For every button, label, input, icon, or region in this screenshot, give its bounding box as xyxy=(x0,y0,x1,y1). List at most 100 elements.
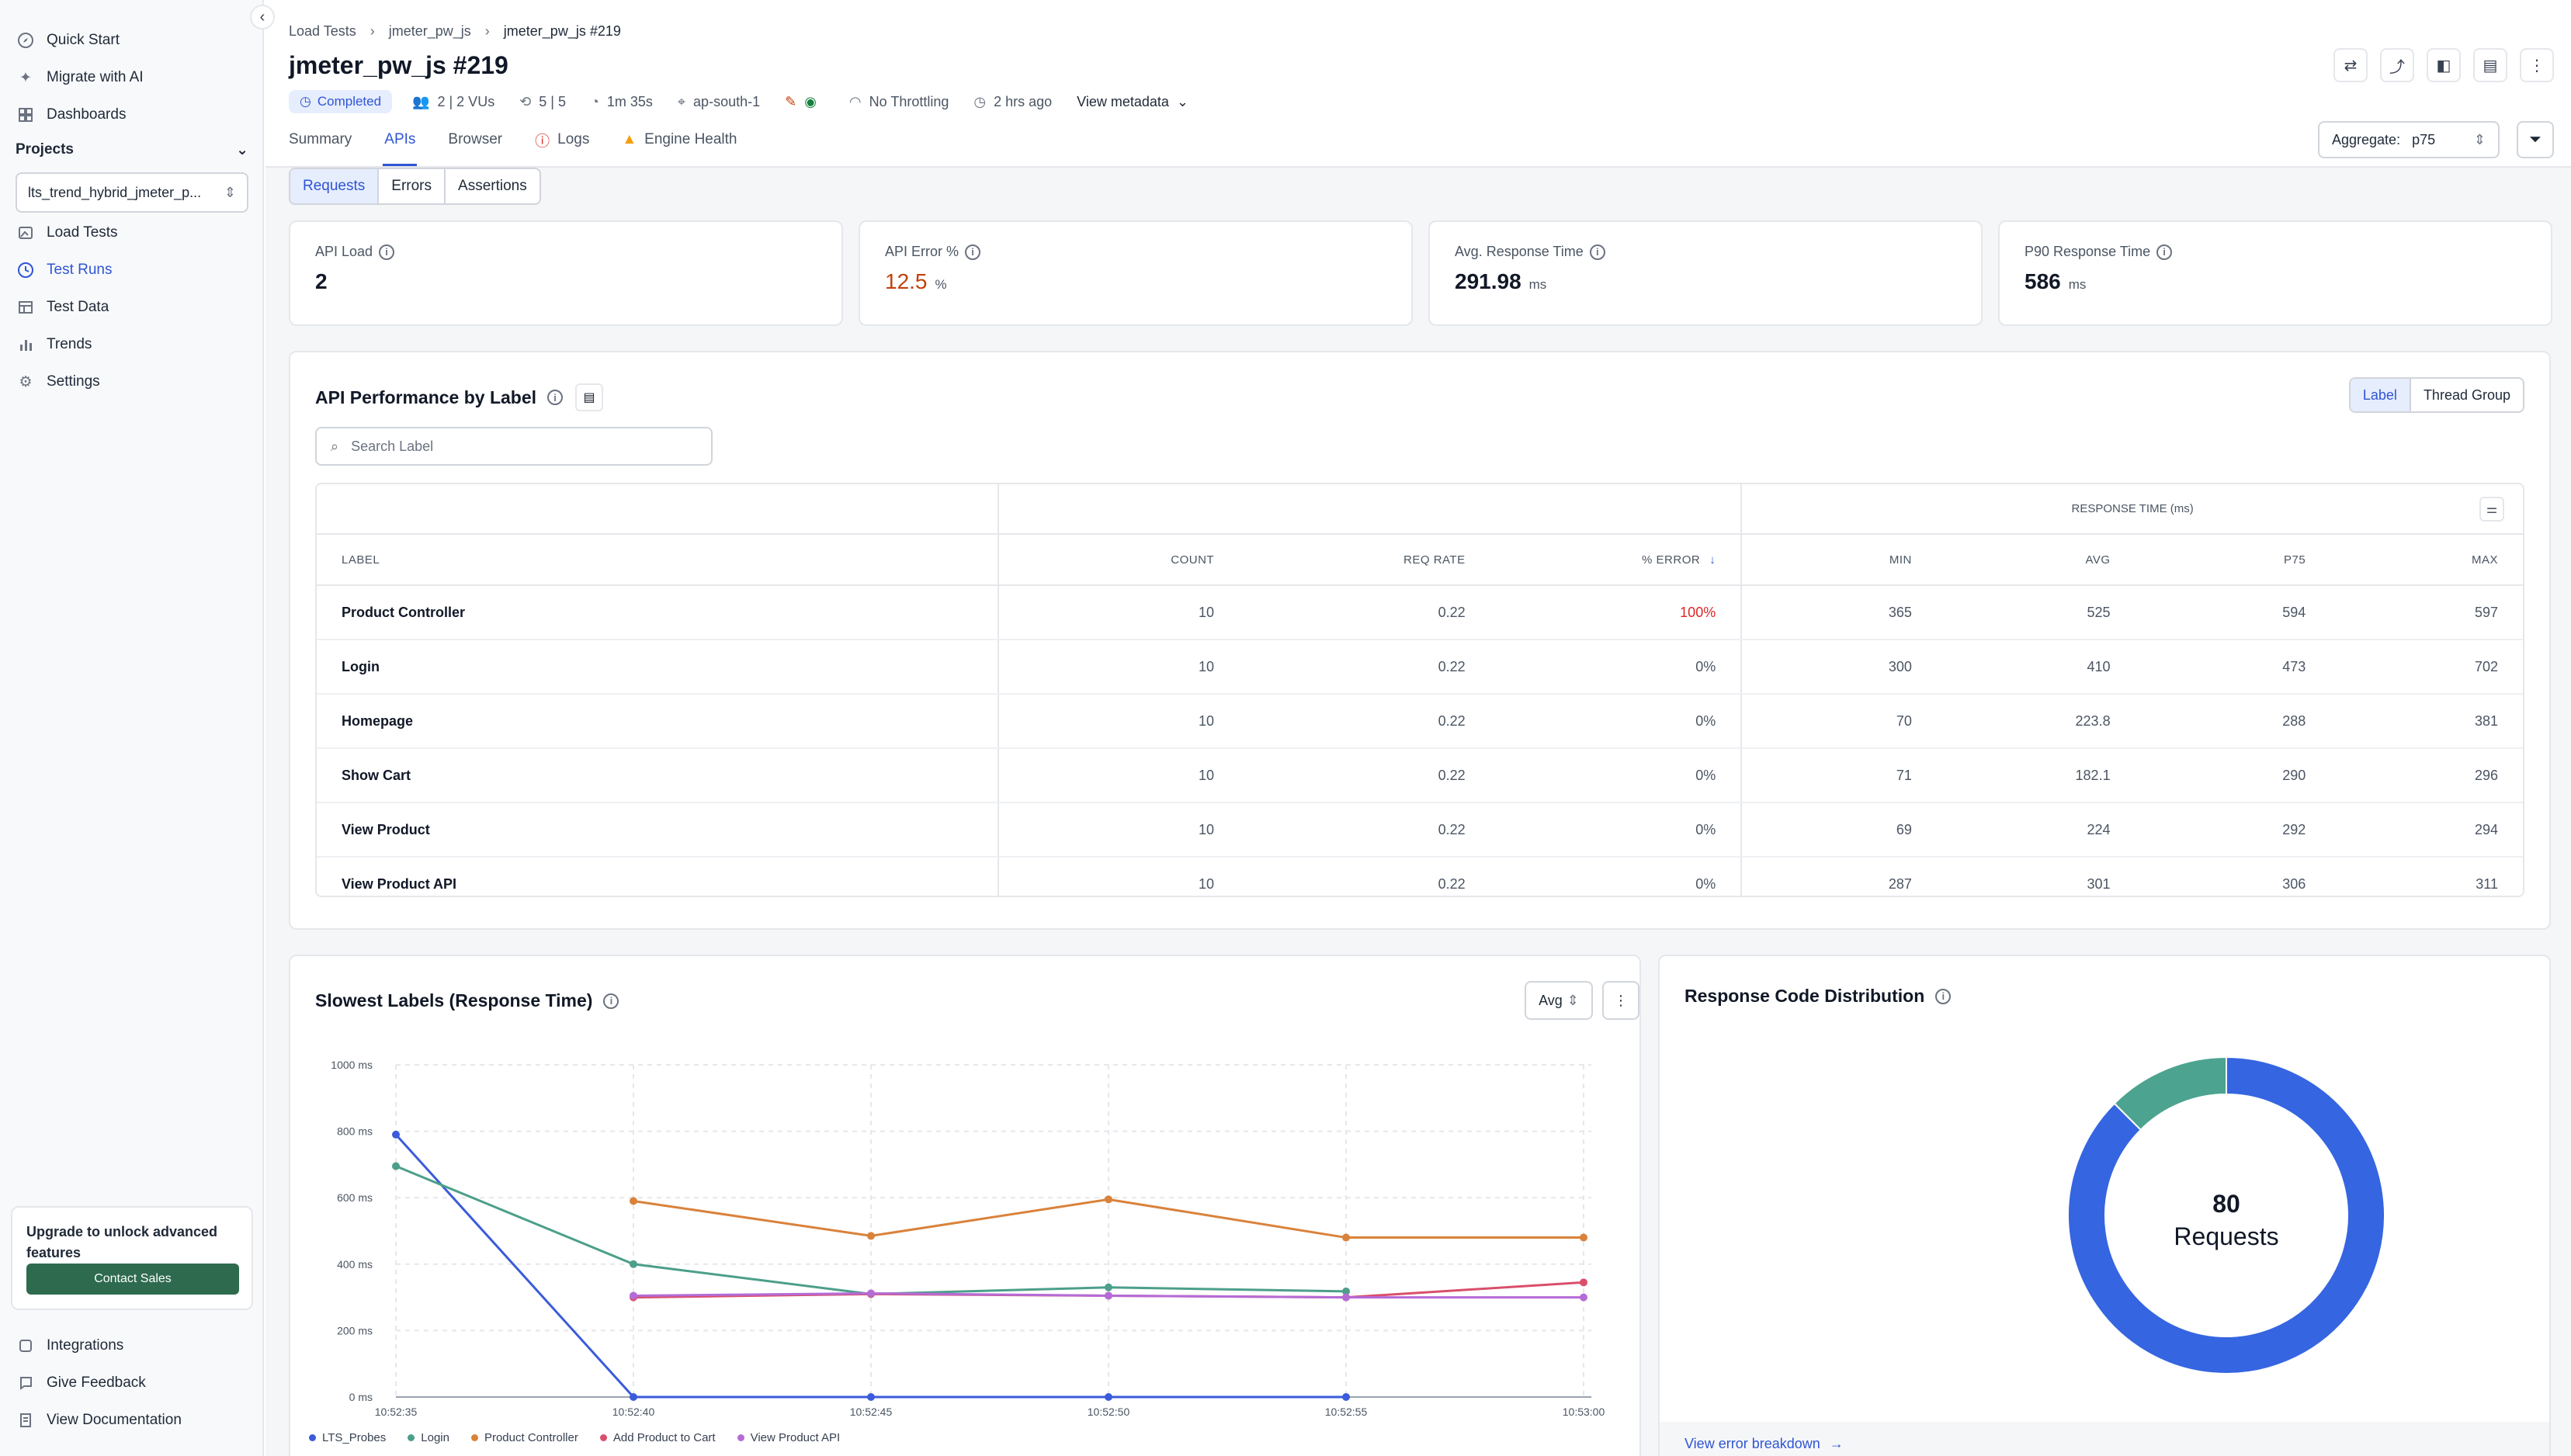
legend-item[interactable]: Add Product to Cart xyxy=(599,1431,716,1444)
sidebar-item-load-tests[interactable]: Load Tests xyxy=(16,217,253,248)
sidebar-item-feedback[interactable]: Give Feedback xyxy=(16,1368,253,1399)
column-header-avg[interactable]: AVG xyxy=(1936,534,2136,586)
kpi-label: P90 Response Time xyxy=(2025,244,2151,259)
contact-sales-button[interactable]: Contact Sales xyxy=(26,1264,239,1295)
more-button[interactable]: ⋮ xyxy=(2520,48,2554,82)
aggregate-select[interactable]: Aggregate: p75 ⇕ xyxy=(2318,121,2500,158)
collapse-sidebar-button[interactable]: ‹ xyxy=(250,5,275,29)
view-error-breakdown-link[interactable]: View error breakdown → xyxy=(1685,1436,1844,1452)
grid-icon xyxy=(16,105,36,125)
tab-summary[interactable]: Summary xyxy=(289,124,352,155)
column-settings-icon[interactable]: ⚌ xyxy=(2479,497,2504,522)
table-row[interactable]: View Product API 10 0.22 0% 287 301 306 … xyxy=(317,857,2523,896)
integration-icon xyxy=(16,1336,36,1356)
toggle-thread-group[interactable]: Thread Group xyxy=(2423,387,2510,403)
legend-item[interactable]: LTS_Probes xyxy=(309,1431,386,1444)
cell-p75: 473 xyxy=(2135,640,2331,695)
slowest-more-button[interactable]: ⋮ xyxy=(1602,981,1639,1020)
chevron-updown-icon: ⇕ xyxy=(224,184,236,200)
subtab-errors[interactable]: Errors xyxy=(379,169,446,203)
column-header-error[interactable]: % ERROR ↓ xyxy=(1490,534,1743,586)
filter-button[interactable]: ⏷ xyxy=(2517,121,2554,158)
comment-button[interactable]: ▤ xyxy=(575,383,604,411)
cell-req-rate: 0.22 xyxy=(1239,748,1490,803)
info-icon[interactable]: i xyxy=(1935,988,1952,1004)
share-button[interactable]: ⤴ xyxy=(2380,48,2414,82)
toggle-label[interactable]: Label xyxy=(2350,379,2411,411)
x-tick-label: 10:52:55 xyxy=(1325,1406,1368,1418)
cell-error: 100% xyxy=(1490,585,1743,640)
alert-circle-icon: ⓘ xyxy=(535,133,550,150)
sidebar-item-docs[interactable]: View Documentation xyxy=(16,1405,253,1436)
legend-item[interactable]: Login xyxy=(408,1431,449,1444)
legend-item[interactable]: Product Controller xyxy=(470,1431,578,1444)
legend-label: Product Controller xyxy=(484,1431,578,1444)
region-meta: ⌖ ap-south-1 xyxy=(678,94,760,110)
table-row[interactable]: Login 10 0.22 0% 300 410 473 702 xyxy=(317,640,2523,695)
sidebar-item-settings[interactable]: ⚙ Settings xyxy=(16,366,253,397)
sidebar-item-integrations[interactable]: Integrations xyxy=(16,1330,253,1361)
tab-label: Engine Health xyxy=(644,131,737,147)
table-row[interactable]: Product Controller 10 0.22 100% 365 525 … xyxy=(317,585,2523,640)
table-row[interactable]: Homepage 10 0.22 0% 70 223.8 288 381 xyxy=(317,694,2523,749)
column-header-req-rate[interactable]: REQ RATE xyxy=(1239,534,1490,586)
chevron-right-icon: › xyxy=(370,23,375,39)
info-icon[interactable]: i xyxy=(603,993,619,1009)
legend-item[interactable]: View Product API xyxy=(737,1431,841,1444)
sidebar-item-dashboards[interactable]: Dashboards xyxy=(16,99,253,130)
rerun-button[interactable]: ⇄ xyxy=(2333,48,2368,82)
cell-min: 69 xyxy=(1741,803,1937,858)
column-header-label[interactable]: LABEL xyxy=(317,534,1000,586)
data-point xyxy=(392,1130,400,1139)
info-icon[interactable]: i xyxy=(1589,244,1605,260)
breadcrumb-load-tests[interactable]: Load Tests xyxy=(289,23,356,39)
column-header-max[interactable]: MAX xyxy=(2330,534,2523,586)
sidebar-item-migrate[interactable]: ✦ Migrate with AI xyxy=(16,62,253,93)
table-row[interactable]: Show Cart 10 0.22 0% 71 182.1 290 296 xyxy=(317,748,2523,803)
tab-apis[interactable]: APIs xyxy=(383,124,418,166)
tab-engine-health[interactable]: ▲ Engine Health xyxy=(622,124,737,155)
aggregate-value: p75 xyxy=(2412,131,2436,147)
cell-label: Homepage xyxy=(317,694,1000,749)
view-metadata-button[interactable]: View metadata ⌄ xyxy=(1077,94,1188,110)
info-icon[interactable]: i xyxy=(547,390,564,405)
subtab-assertions[interactable]: Assertions xyxy=(458,178,527,194)
info-icon[interactable]: i xyxy=(379,244,395,260)
tab-label: Browser xyxy=(448,131,503,147)
time-ago-text: 2 hrs ago xyxy=(994,93,1053,109)
aggregate-label: Aggregate: xyxy=(2332,131,2401,147)
tab-browser[interactable]: Browser xyxy=(448,124,502,155)
data-point xyxy=(1105,1291,1112,1300)
data-point xyxy=(1105,1195,1112,1204)
sidebar-item-quick-start[interactable]: Quick Start xyxy=(16,25,253,56)
x-tick-label: 10:52:40 xyxy=(612,1406,655,1418)
kpi-api-error: API Error % i 12.5% xyxy=(859,220,1413,326)
search-input[interactable]: ⌕ Search Label xyxy=(315,427,713,466)
throttling-text: No Throttling xyxy=(869,93,949,109)
data-point xyxy=(1342,1393,1350,1401)
cell-min: 71 xyxy=(1741,748,1937,803)
chevron-left-icon: ‹ xyxy=(259,8,265,26)
data-point xyxy=(1342,1293,1350,1302)
sidebar-item-trends[interactable]: Trends xyxy=(16,329,253,360)
duration-meta: ◔ 1m 35s xyxy=(591,94,653,110)
column-header-min[interactable]: MIN xyxy=(1741,534,1937,586)
column-header-p75[interactable]: P75 xyxy=(2135,534,2331,586)
sidebar-item-test-runs[interactable]: Test Runs xyxy=(16,255,253,286)
breadcrumb-test[interactable]: jmeter_pw_js xyxy=(388,23,471,39)
compare-button[interactable]: ◧ xyxy=(2427,48,2461,82)
project-select[interactable]: lts_trend_hybrid_jmeter_p... ⇕ xyxy=(16,172,248,213)
cell-max: 294 xyxy=(2330,803,2523,858)
table-row[interactable]: View Product 10 0.22 0% 69 224 292 294 xyxy=(317,803,2523,858)
info-icon[interactable]: i xyxy=(965,244,981,260)
slowest-agg-select[interactable]: Avg ⇕ xyxy=(1525,981,1593,1020)
column-header-count[interactable]: COUNT xyxy=(998,534,1240,586)
subtab-requests[interactable]: Requests xyxy=(290,169,380,203)
comments-button[interactable]: ▤ xyxy=(2473,48,2507,82)
info-icon[interactable]: i xyxy=(2156,244,2173,260)
filter-icon: ⏷ xyxy=(2529,130,2542,148)
legend-label: View Product API xyxy=(750,1431,841,1444)
tab-logs[interactable]: ⓘ Logs xyxy=(535,124,589,155)
projects-section-toggle[interactable]: Projects ⌄ xyxy=(16,141,248,159)
sidebar-item-test-data[interactable]: Test Data xyxy=(16,292,253,323)
